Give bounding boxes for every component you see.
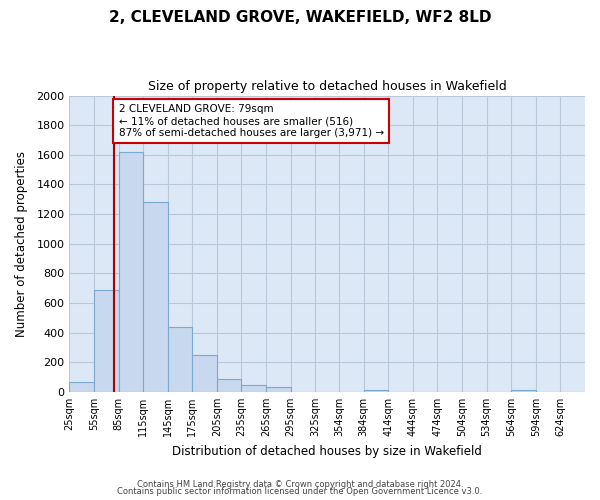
Bar [94, 290, 119, 392]
Bar [119, 152, 143, 392]
Title: Size of property relative to detached houses in Wakefield: Size of property relative to detached ho… [148, 80, 506, 93]
X-axis label: Distribution of detached houses by size in Wakefield: Distribution of detached houses by size … [172, 444, 482, 458]
Y-axis label: Number of detached properties: Number of detached properties [15, 150, 28, 336]
Bar [168, 326, 192, 392]
Text: 2 CLEVELAND GROVE: 79sqm
← 11% of detached houses are smaller (516)
87% of semi-: 2 CLEVELAND GROVE: 79sqm ← 11% of detach… [119, 104, 383, 138]
Text: Contains HM Land Registry data © Crown copyright and database right 2024.: Contains HM Land Registry data © Crown c… [137, 480, 463, 489]
Bar [143, 202, 168, 392]
Bar [241, 384, 266, 392]
Bar [266, 388, 290, 392]
Bar [217, 378, 241, 392]
Bar [511, 390, 536, 392]
Text: Contains public sector information licensed under the Open Government Licence v3: Contains public sector information licen… [118, 488, 482, 496]
Bar [70, 382, 94, 392]
Bar [192, 355, 217, 392]
Bar [364, 390, 388, 392]
Text: 2, CLEVELAND GROVE, WAKEFIELD, WF2 8LD: 2, CLEVELAND GROVE, WAKEFIELD, WF2 8LD [109, 10, 491, 25]
